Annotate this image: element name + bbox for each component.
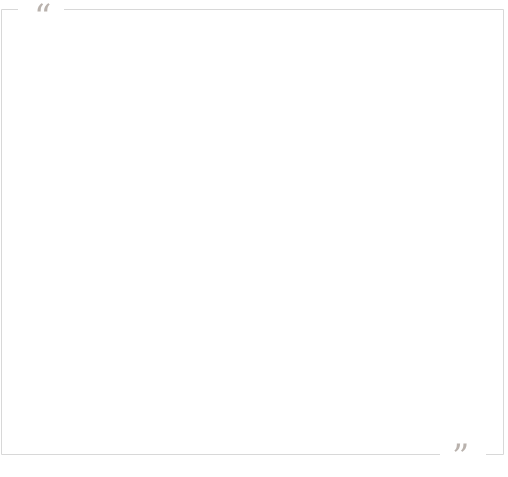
quote-text	[14, 30, 490, 430]
open-quote-icon: “	[30, 0, 56, 34]
close-quote-icon: ”	[448, 440, 474, 474]
quote-border	[1, 9, 504, 455]
